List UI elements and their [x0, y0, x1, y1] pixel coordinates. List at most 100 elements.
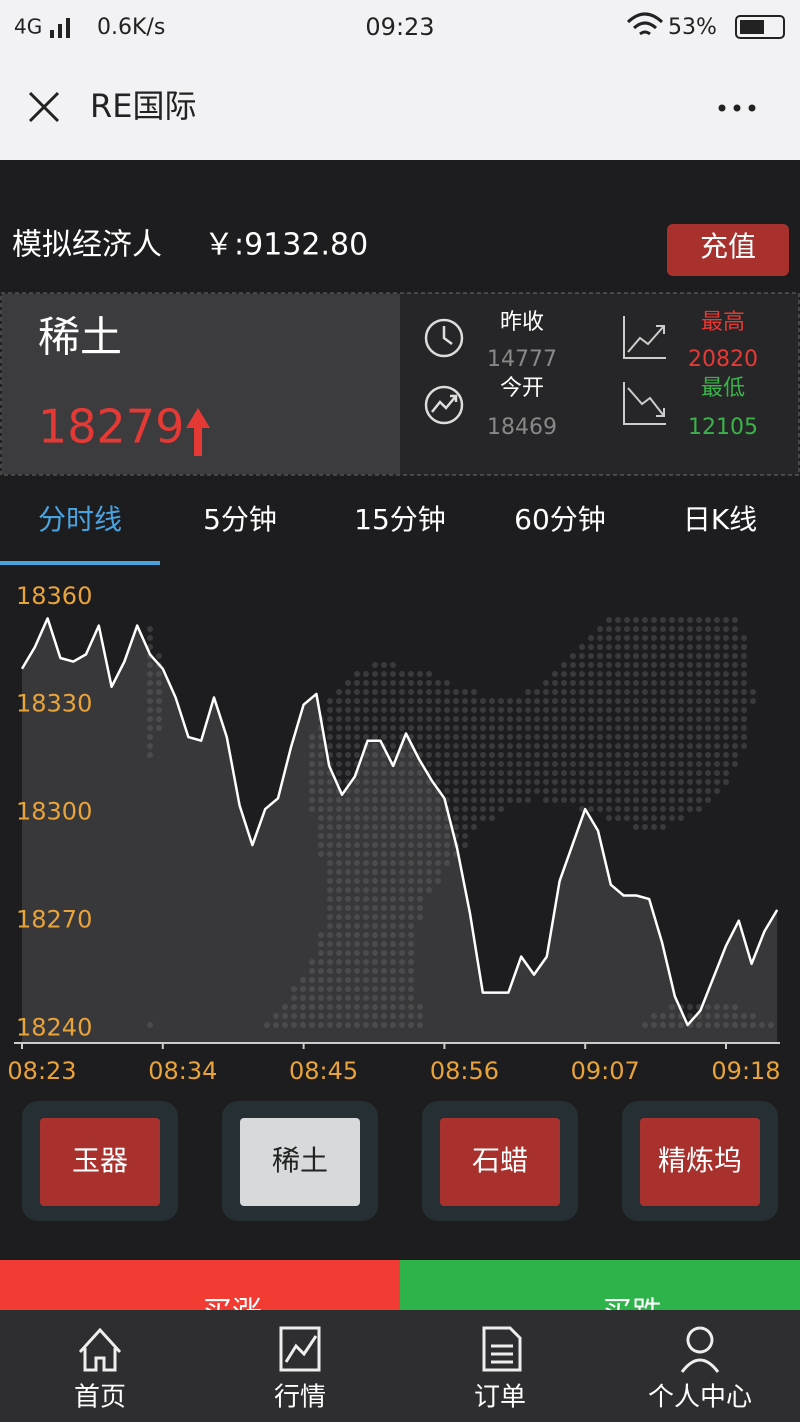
- map-dot: [660, 653, 666, 659]
- map-dot: [687, 1004, 693, 1010]
- map-dot: [741, 707, 747, 713]
- map-dot: [579, 788, 585, 794]
- map-dot: [390, 923, 396, 929]
- map-dot: [480, 716, 486, 722]
- map-dot: [300, 1022, 306, 1028]
- tab-bar-label[interactable]: 个人中心: [648, 1383, 752, 1413]
- map-dot: [336, 725, 342, 731]
- map-dot: [381, 959, 387, 965]
- map-dot: [696, 761, 702, 767]
- tab-bar-label[interactable]: 行情: [274, 1383, 326, 1413]
- map-dot: [408, 725, 414, 731]
- map-dot: [309, 743, 315, 749]
- map-dot: [354, 680, 360, 686]
- map-dot: [381, 725, 387, 731]
- map-dot: [417, 878, 423, 884]
- map-dot: [399, 941, 405, 947]
- map-dot: [345, 806, 351, 812]
- map-dot: [426, 716, 432, 722]
- map-dot: [417, 905, 423, 911]
- product-label[interactable]: 玉器: [72, 1144, 128, 1177]
- map-dot: [417, 914, 423, 920]
- tab[interactable]: 日K线: [683, 503, 757, 536]
- map-dot: [345, 824, 351, 830]
- map-dot: [363, 905, 369, 911]
- map-dot: [597, 788, 603, 794]
- map-dot: [507, 761, 513, 767]
- map-dot: [642, 797, 648, 803]
- map-dot: [651, 644, 657, 650]
- more-button[interactable]: [718, 104, 756, 112]
- map-dot: [669, 689, 675, 695]
- close-button[interactable]: [28, 91, 60, 123]
- map-dot: [705, 770, 711, 776]
- map-dot: [579, 698, 585, 704]
- tab-bar-label[interactable]: 订单: [474, 1383, 526, 1413]
- area: [22, 618, 778, 1043]
- map-dot: [399, 815, 405, 821]
- product-label[interactable]: 精炼坞: [658, 1144, 742, 1177]
- buy-down-label[interactable]: 买跌: [602, 1296, 662, 1331]
- map-dot: [327, 905, 333, 911]
- product-button[interactable]: [440, 1118, 560, 1206]
- map-dot: [147, 1022, 153, 1028]
- map-dot: [471, 725, 477, 731]
- map-dot: [390, 1013, 396, 1019]
- tab[interactable]: 分时线: [38, 503, 122, 536]
- map-dot: [552, 743, 558, 749]
- map-dot: [714, 635, 720, 641]
- map-dot: [489, 770, 495, 776]
- low-label: 最低: [701, 376, 745, 401]
- map-dot: [597, 644, 603, 650]
- product-button[interactable]: [40, 1118, 160, 1206]
- map-dot: [498, 743, 504, 749]
- map-dot: [318, 797, 324, 803]
- map-dot: [696, 734, 702, 740]
- map-dot: [534, 788, 540, 794]
- map-dot: [381, 734, 387, 740]
- map-dot: [354, 752, 360, 758]
- map-dot: [363, 752, 369, 758]
- tab[interactable]: 15分钟: [354, 503, 446, 536]
- map-dot: [147, 680, 153, 686]
- product-button[interactable]: [240, 1118, 360, 1206]
- tab[interactable]: 60分钟: [514, 503, 606, 536]
- map-dot: [381, 941, 387, 947]
- map-dot: [381, 788, 387, 794]
- product-label[interactable]: 稀土: [272, 1144, 328, 1177]
- map-dot: [399, 833, 405, 839]
- map-dot: [597, 689, 603, 695]
- buy-up-button[interactable]: [0, 1260, 400, 1320]
- map-dot: [471, 716, 477, 722]
- tab-bar-label[interactable]: 首页: [74, 1383, 126, 1413]
- nav-title: RE国际: [90, 87, 196, 125]
- map-dot: [705, 752, 711, 758]
- product-label[interactable]: 石蜡: [472, 1144, 528, 1177]
- map-dot: [552, 734, 558, 740]
- map-dot: [732, 725, 738, 731]
- map-dot: [588, 770, 594, 776]
- buy-up-label[interactable]: 买涨: [202, 1296, 262, 1331]
- map-dot: [633, 725, 639, 731]
- map-dot: [462, 788, 468, 794]
- map-dot: [147, 752, 153, 758]
- map-dot: [399, 698, 405, 704]
- map-dot: [381, 1013, 387, 1019]
- recharge-button[interactable]: [667, 224, 789, 276]
- map-dot: [444, 842, 450, 848]
- map-dot: [444, 860, 450, 866]
- product-button[interactable]: [640, 1118, 760, 1206]
- map-dot: [327, 707, 333, 713]
- map-dot: [642, 761, 648, 767]
- map-dot: [525, 716, 531, 722]
- map-dot: [327, 788, 333, 794]
- map-dot: [705, 689, 711, 695]
- map-dot: [642, 743, 648, 749]
- map-dot: [525, 743, 531, 749]
- buy-down-button[interactable]: [400, 1260, 800, 1320]
- tab[interactable]: 5分钟: [203, 503, 277, 536]
- map-dot: [372, 671, 378, 677]
- recharge-label[interactable]: 充值: [700, 230, 756, 263]
- high: 20820: [688, 347, 758, 372]
- map-dot: [714, 662, 720, 668]
